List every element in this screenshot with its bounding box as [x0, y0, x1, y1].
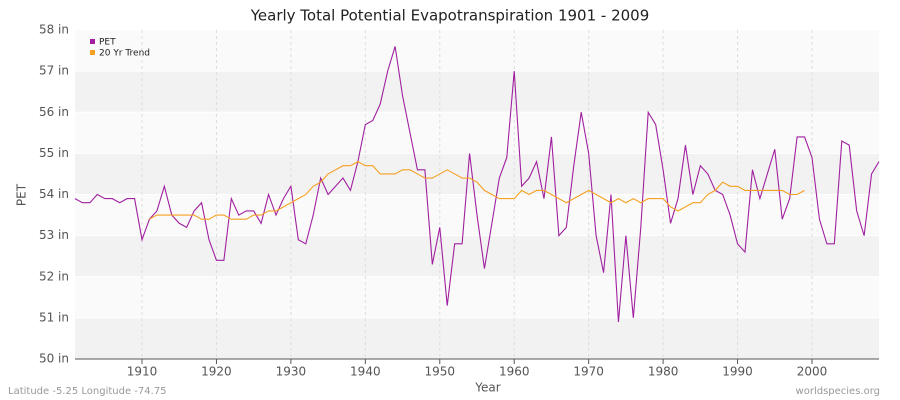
footer-right: worldspecies.org	[796, 386, 880, 397]
x-tick-label: 2000	[797, 365, 828, 379]
x-tick-label: 1930	[276, 365, 307, 379]
footer-left: Latitude -5.25 Longitude -74.75	[8, 386, 167, 397]
y-tick-label: 55 in	[39, 146, 69, 160]
legend-label: PET	[99, 38, 116, 48]
legend-swatch	[90, 50, 95, 55]
chart-title: Yearly Total Potential Evapotranspiratio…	[250, 7, 650, 25]
x-tick-label: 1950	[425, 365, 456, 379]
y-tick-label: 54 in	[39, 187, 69, 201]
y-tick-label: 50 in	[39, 352, 69, 366]
y-tick-label: 51 in	[39, 310, 69, 324]
plot-band	[75, 153, 879, 195]
legend-swatch	[90, 39, 95, 44]
x-axis-label: Year	[474, 381, 500, 395]
y-tick-label: 57 in	[39, 64, 69, 78]
plot-band	[75, 30, 879, 72]
x-tick-label: 1960	[499, 365, 530, 379]
data-line	[74, 46, 880, 323]
y-tick-label: 52 in	[39, 269, 69, 283]
y-tick-label: 56 in	[39, 105, 69, 119]
x-tick-label: 1920	[201, 365, 232, 379]
x-tick-label: 1990	[722, 365, 753, 379]
y-tick-label: 58 in	[39, 23, 69, 37]
x-tick-label: 1940	[350, 365, 381, 379]
legend-label: 20 Yr Trend	[99, 49, 150, 59]
plot-band	[75, 317, 879, 359]
x-tick-label: 1980	[648, 365, 679, 379]
x-tick-label: 1970	[573, 365, 604, 379]
y-tick-label: 53 in	[39, 228, 69, 242]
y-axis-label: PET	[15, 183, 29, 206]
plot-band	[75, 276, 879, 318]
plot-band	[75, 71, 879, 113]
plot-band	[75, 112, 879, 154]
data-line	[149, 160, 805, 220]
x-tick-label: 1910	[127, 365, 158, 379]
plot-band	[75, 235, 879, 277]
